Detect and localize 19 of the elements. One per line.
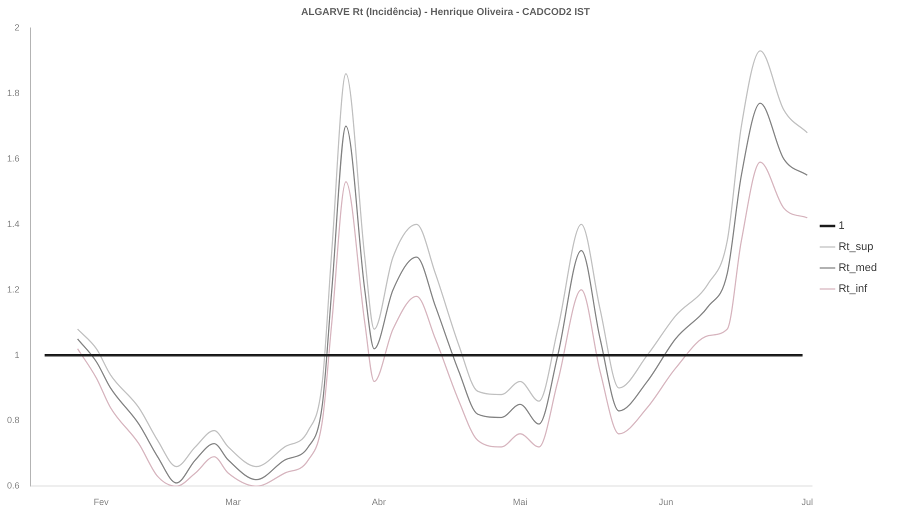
legend-label: Rt_sup	[838, 241, 874, 254]
chart-title: ALGARVE Rt (Incidência) - Henrique Oliveira - CADCOD2 IST	[301, 6, 590, 18]
x-tick-label: Abr	[372, 497, 386, 508]
y-tick-label: 0.8	[6, 415, 20, 426]
y-tick-label: 1.8	[6, 88, 20, 98]
y-tick-label: 1	[14, 350, 20, 360]
y-tick-label: 2	[14, 22, 20, 32]
y-tick-label: 1.6	[6, 153, 20, 164]
legend-label: Rt_inf	[838, 283, 868, 296]
legend-label: Rt_med	[838, 262, 878, 274]
legend-label: 1	[838, 220, 845, 232]
x-tick-label: Mai	[512, 497, 528, 508]
x-tick-label: Mar	[225, 497, 241, 508]
x-tick-label: Jun	[658, 497, 674, 508]
y-tick-label: 1.2	[6, 284, 20, 294]
y-tick-label: 1.4	[6, 218, 20, 229]
x-tick-label: Jul	[802, 497, 814, 508]
y-tick-label: 0.6	[6, 480, 20, 491]
x-tick-label: Fev	[94, 497, 110, 508]
